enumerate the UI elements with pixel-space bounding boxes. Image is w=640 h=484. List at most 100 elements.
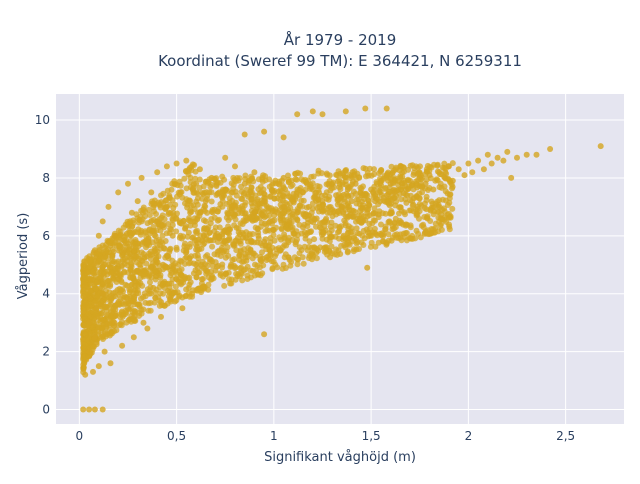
data-point (266, 242, 272, 249)
y-axis-label: Vågperiod (s) (16, 213, 31, 300)
data-point (205, 281, 212, 288)
x-tick-label: 2 (465, 429, 473, 443)
data-point (80, 308, 87, 315)
data-point (210, 275, 217, 282)
data-point (488, 160, 495, 167)
data-point (185, 285, 192, 291)
data-point (93, 262, 100, 269)
data-point (445, 163, 452, 170)
data-point (196, 184, 203, 191)
data-point (444, 202, 451, 208)
data-point (140, 204, 147, 211)
data-point (170, 264, 177, 271)
data-point (266, 176, 273, 183)
data-point (222, 270, 229, 277)
data-point (167, 296, 174, 303)
y-tick-label: 4 (42, 287, 50, 301)
data-point (320, 207, 327, 214)
data-point (372, 243, 379, 250)
data-point (280, 192, 287, 199)
data-point (377, 230, 384, 237)
data-point (283, 224, 290, 231)
data-point (328, 219, 335, 226)
data-point (82, 342, 88, 349)
data-point (241, 180, 248, 187)
data-point (186, 215, 193, 221)
data-point (117, 287, 124, 293)
data-point (392, 202, 399, 209)
data-point (115, 189, 122, 196)
data-point (248, 200, 255, 207)
data-point (313, 215, 320, 222)
data-point (504, 148, 511, 155)
data-point (204, 262, 211, 269)
data-point (339, 179, 346, 186)
data-point (159, 302, 165, 309)
data-point (259, 212, 266, 219)
data-point (261, 238, 268, 245)
data-point (323, 236, 330, 243)
data-point (344, 249, 351, 256)
data-point (267, 218, 273, 225)
data-point (242, 251, 249, 257)
data-point (144, 325, 151, 332)
data-point (121, 247, 128, 254)
data-point (122, 281, 129, 288)
data-point (167, 272, 174, 279)
data-point (364, 192, 371, 199)
data-point (316, 203, 323, 210)
data-point (171, 289, 178, 296)
data-point (160, 290, 167, 297)
chart-title-line1: År 1979 - 2019 (284, 30, 397, 49)
data-point (150, 200, 157, 207)
data-point (177, 257, 184, 264)
data-point (199, 258, 206, 265)
data-point (426, 172, 433, 179)
data-point (91, 300, 98, 307)
data-point (87, 288, 94, 295)
data-point (266, 212, 273, 219)
data-point (208, 174, 215, 181)
data-point (152, 289, 159, 296)
data-point (199, 284, 206, 291)
data-point (128, 274, 134, 281)
data-point (206, 237, 213, 244)
data-point (219, 233, 226, 240)
data-point (150, 284, 157, 291)
data-point (398, 237, 405, 244)
data-point (484, 151, 491, 158)
data-point (391, 220, 398, 227)
data-point (222, 227, 229, 234)
data-point (202, 218, 209, 225)
data-point (173, 270, 179, 277)
data-point (314, 183, 321, 189)
y-tick-labels: 0 2 4 6 8 10 (35, 113, 50, 416)
data-point (118, 262, 125, 269)
data-point (514, 154, 520, 161)
data-point (350, 233, 357, 240)
data-point (99, 290, 106, 297)
data-point (183, 157, 190, 164)
data-point (274, 264, 281, 271)
data-point (145, 250, 152, 257)
data-point (135, 290, 142, 297)
data-point (178, 266, 185, 273)
data-point (368, 186, 375, 193)
data-point (182, 223, 189, 230)
data-point (173, 246, 180, 253)
data-point (101, 348, 108, 355)
data-point (326, 172, 333, 179)
data-point (480, 166, 487, 173)
data-point (115, 276, 122, 283)
data-point (131, 246, 138, 253)
data-point (377, 184, 383, 191)
data-point (82, 331, 89, 338)
data-point (235, 238, 242, 245)
x-axis-label: Signifikant våghöjd (m) (264, 450, 416, 465)
data-point (172, 283, 179, 290)
data-point (128, 237, 135, 244)
data-point (285, 254, 292, 261)
data-point (278, 226, 285, 233)
data-point (157, 272, 164, 279)
